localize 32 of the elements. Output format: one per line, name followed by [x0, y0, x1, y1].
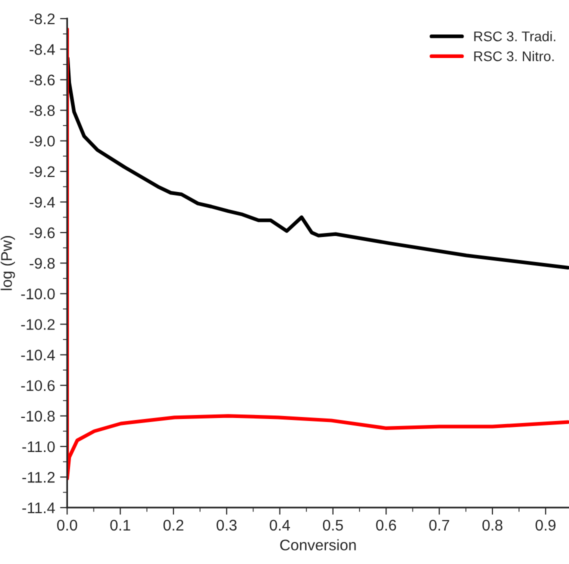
y-tick-label: -9.4: [30, 196, 55, 208]
legend-label: RSC 3. Tradi.: [474, 31, 556, 42]
x-tick-label: 0.5: [322, 520, 343, 531]
y-tick-label: -9.6: [30, 227, 55, 238]
x-tick-label: 0.4: [270, 520, 290, 531]
y-tick-label: -8.8: [30, 105, 55, 116]
x-tick-label: 0.2: [163, 520, 184, 531]
y-tick-label: -10.2: [21, 319, 55, 330]
x-tick-label: 0.6: [376, 520, 396, 531]
y-tick-label: -10.6: [21, 380, 55, 392]
line-series: [67, 28, 569, 480]
x-axis-title: Conversion: [280, 539, 356, 550]
x-tick-label: 0.7: [429, 520, 450, 531]
y-tick-label: -8.4: [30, 44, 55, 55]
y-tick-label: -10.8: [21, 410, 55, 422]
x-tick-label: 0.9: [536, 520, 556, 531]
y-tick-label: -11.0: [22, 441, 55, 452]
x-tick-label: 0.1: [110, 520, 130, 531]
y-tick-label: -9.8: [30, 258, 55, 269]
y-tick-label: -10.4: [21, 350, 55, 360]
y-axis-title: log (Pw): [0, 236, 15, 290]
y-tick-label: -11.4: [22, 502, 55, 514]
y-tick-label: -11.2: [22, 472, 55, 483]
x-tick-label: 0.0: [57, 520, 78, 531]
legend-label: RSC 3. Nitro.: [474, 51, 554, 62]
x-tick-label: 0.3: [216, 520, 237, 531]
y-tick-label: -10.0: [21, 288, 55, 300]
y-tick-label: -9.2: [30, 166, 55, 178]
y-tick-label: -8.6: [30, 74, 55, 86]
y-tick-label: -8.2: [30, 13, 55, 24]
y-tick-label: -9.0: [30, 136, 55, 147]
x-tick-label: 0.8: [482, 520, 502, 531]
